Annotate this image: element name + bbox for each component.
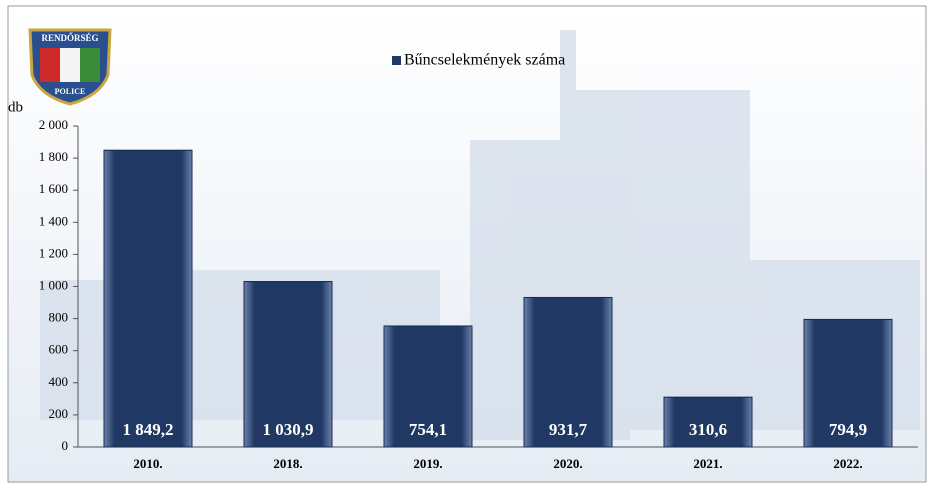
legend-swatch <box>392 56 401 65</box>
x-tick-label: 2022. <box>833 456 862 471</box>
value-label: 310,6 <box>689 420 727 439</box>
x-tick-label: 2010. <box>133 456 162 471</box>
value-label: 1 849,2 <box>123 420 174 439</box>
y-tick-label: 1 200 <box>39 245 68 260</box>
bar <box>383 325 473 448</box>
bar <box>523 296 613 448</box>
y-tick-label: 1 000 <box>39 277 68 292</box>
y-tick-label: 200 <box>49 406 69 421</box>
y-tick-label: 400 <box>49 374 69 389</box>
y-tick-label: 1 400 <box>39 213 68 228</box>
value-label: 794,9 <box>829 420 867 439</box>
bar <box>803 318 893 448</box>
value-label: 1 030,9 <box>263 420 314 439</box>
bar <box>663 396 753 448</box>
x-tick-label: 2020. <box>553 456 582 471</box>
logo-top: RENDŐRSÉG <box>41 33 98 43</box>
value-label: 931,7 <box>549 420 588 439</box>
y-tick-label: 1 600 <box>39 181 68 196</box>
bar <box>103 149 193 448</box>
logo-bottom: POLICE <box>55 87 86 96</box>
value-label: 754,1 <box>409 420 447 439</box>
y-tick-label: 1 800 <box>39 149 68 164</box>
x-tick-label: 2019. <box>413 456 442 471</box>
y-tick-label: 600 <box>49 342 69 357</box>
logo: RENDŐRSÉG POLICE <box>28 28 112 106</box>
bar <box>243 281 333 448</box>
x-tick-label: 2021. <box>693 456 722 471</box>
legend-label: Bűncselekmények száma <box>404 52 565 69</box>
y-axis-label: db <box>8 99 23 115</box>
y-tick-label: 0 <box>62 438 69 453</box>
y-tick-label: 800 <box>49 310 69 325</box>
x-tick-label: 2018. <box>273 456 302 471</box>
y-tick-label: 2 000 <box>39 117 68 132</box>
